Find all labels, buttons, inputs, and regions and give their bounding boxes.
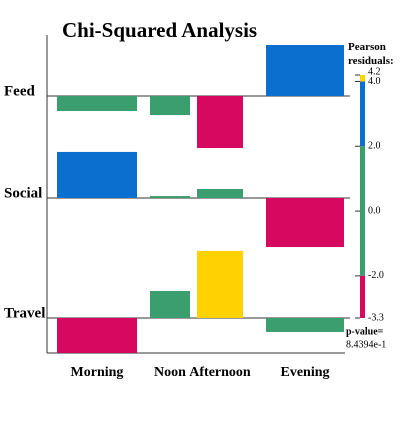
chart-title: Chi-Squared Analysis: [62, 18, 257, 42]
residual-bar: [57, 151, 137, 198]
legend-tick-label: 4.0: [368, 76, 381, 87]
x-tick-label: Morning: [71, 365, 124, 380]
row-label: Feed: [4, 83, 35, 99]
p-value: 8.4394e-1: [346, 339, 386, 350]
residual-bar: [197, 250, 243, 318]
residual-bar: [197, 189, 243, 198]
residual-bar: [150, 196, 190, 198]
legend-tick-label: 0.0: [368, 205, 381, 216]
residual-bar: [266, 45, 344, 96]
legend-band: [360, 75, 365, 82]
residual-bar: [57, 96, 137, 111]
legend-band: [360, 146, 365, 276]
legend-title: Pearson residuals:: [348, 41, 394, 67]
residual-bar: [150, 96, 190, 116]
x-tick-label: Evening: [280, 365, 329, 380]
residual-bar: [266, 198, 344, 248]
p-value-label: p-value=: [346, 326, 384, 337]
legend-tick-label: -3.3: [368, 312, 384, 323]
row-label: Travel: [4, 305, 45, 321]
x-tick-label: Afternoon: [189, 365, 251, 380]
residual-bar: [57, 318, 137, 353]
legend-band: [360, 275, 365, 318]
row-label: Social: [4, 185, 42, 201]
residual-bar: [197, 96, 243, 149]
residual-bar: [150, 291, 190, 318]
legend-tick-label: -2.0: [368, 270, 384, 281]
residual-bar: [266, 318, 344, 332]
legend-tick-label: 4.2: [368, 66, 381, 77]
legend-tick-label: 2.0: [368, 141, 381, 152]
legend-band: [360, 81, 365, 147]
x-tick-label: Noon: [154, 365, 186, 380]
